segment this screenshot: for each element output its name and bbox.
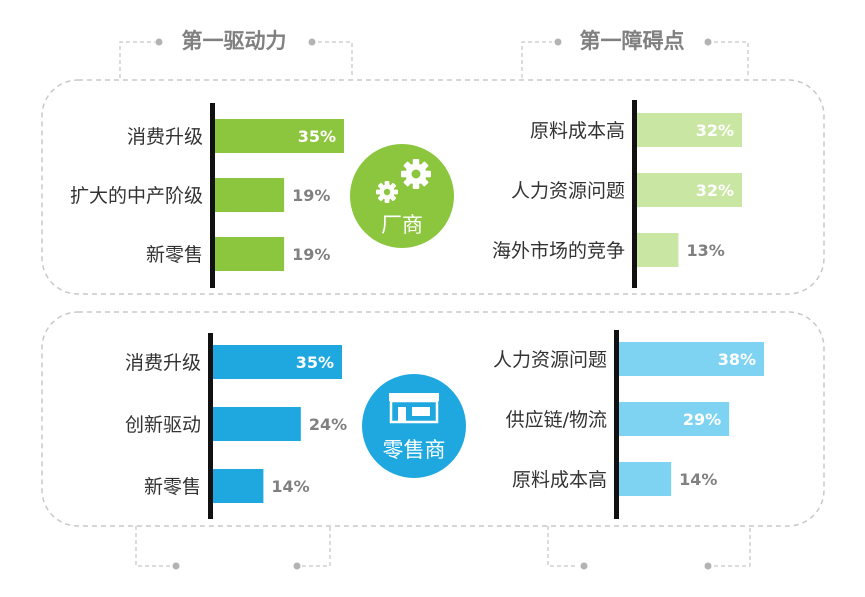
value-label: 29%: [683, 410, 721, 429]
category-label: 原料成本高: [512, 469, 607, 491]
category-label: 人力资源问题: [493, 349, 607, 371]
category-label: 消费升级: [127, 126, 203, 148]
retailer-section-box: [41, 311, 825, 527]
bar: [213, 178, 285, 212]
connector-dot: [554, 38, 562, 46]
gears-icon: [376, 159, 431, 203]
category-label: 创新驱动: [125, 414, 201, 436]
connector-dot: [172, 562, 180, 570]
right-group-title: 第一障碍点: [580, 29, 685, 53]
category-label: 新零售: [144, 476, 201, 498]
category-label: 原料成本高: [530, 120, 625, 142]
value-label: 38%: [718, 350, 756, 369]
connector-dot: [580, 562, 588, 570]
connector-dot: [293, 562, 301, 570]
top-right-connector: [521, 38, 749, 78]
category-label: 消费升级: [125, 352, 201, 374]
retailer-badge: 零售商: [362, 374, 466, 478]
category-label: 海外市场的竞争: [492, 240, 625, 262]
value-label: 35%: [296, 353, 334, 372]
category-label: 新零售: [146, 244, 203, 266]
value-label: 35%: [298, 127, 336, 146]
bar: [617, 342, 764, 376]
top-left-connector: [119, 38, 353, 78]
bar: [211, 469, 264, 503]
retailer-badge-label: 零售商: [383, 438, 446, 462]
value-label: 32%: [696, 181, 734, 200]
connector-dot: [308, 38, 316, 46]
value-label: 32%: [696, 121, 734, 140]
bar: [211, 407, 301, 441]
manufacturer-section-box: [41, 79, 825, 295]
category-label: 扩大的中产阶级: [70, 185, 203, 207]
manufacturer-badge: 厂商: [350, 144, 454, 248]
bar: [635, 113, 742, 147]
bottom-right-connector: [547, 526, 751, 570]
axis-line: [614, 330, 619, 519]
bar-group-2: 原料成本高 32% 人力资源问题 32% 海外市场的竞争 13%: [492, 100, 742, 288]
category-label: 人力资源问题: [511, 180, 625, 202]
axis-line: [632, 100, 637, 288]
bars-layer: 消费升级 35% 扩大的中产阶级 19% 新零售 19% 原料成本高 32% 人力资源问题 32%…: [70, 100, 764, 519]
storefront-icon: [389, 393, 439, 424]
bar: [213, 119, 344, 153]
bar: [617, 402, 730, 436]
manufacturer-badge-label: 厂商: [381, 213, 423, 237]
bar: [213, 237, 285, 271]
bar: [635, 233, 679, 267]
bar: [211, 345, 342, 379]
bar-group-4: 人力资源问题 38% 供应链/物流 29% 原料成本高 14%: [493, 330, 764, 519]
axis-line: [208, 333, 213, 519]
value-label: 14%: [679, 470, 717, 489]
value-label: 13%: [686, 241, 724, 260]
connector-dot: [704, 562, 712, 570]
bar-group-3: 消费升级 35% 创新驱动 24% 新零售 14%: [125, 333, 347, 519]
axis-line: [210, 103, 215, 288]
value-label: 19%: [292, 245, 330, 264]
value-label: 24%: [309, 415, 347, 434]
bottom-left-connector: [135, 526, 331, 570]
value-label: 14%: [271, 477, 309, 496]
bar: [617, 462, 672, 496]
bar: [635, 173, 742, 207]
connector-dot: [155, 38, 163, 46]
value-label: 19%: [292, 186, 330, 205]
bar-group-1: 消费升级 35% 扩大的中产阶级 19% 新零售 19%: [70, 103, 344, 288]
category-label: 供应链/物流: [506, 409, 607, 431]
left-group-title: 第一驱动力: [182, 29, 287, 53]
connector-dot: [704, 38, 712, 46]
